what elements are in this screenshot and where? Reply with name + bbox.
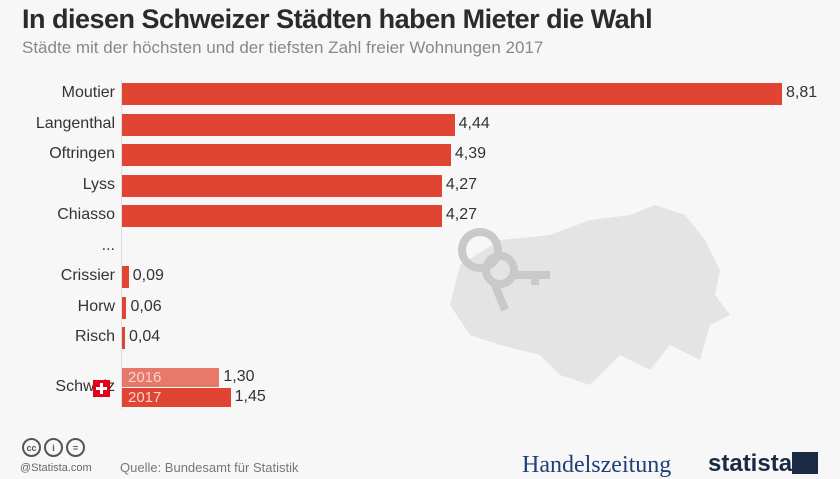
bar [122, 174, 442, 197]
category-label: Chiasso [57, 206, 115, 223]
statista-logo-icon [792, 452, 818, 474]
category-label: Moutier [61, 84, 115, 101]
bar [122, 83, 782, 105]
statista-logo: statista [708, 450, 793, 477]
bar [122, 266, 129, 288]
swiss-flag-icon [93, 380, 110, 397]
category-label: ... [101, 236, 115, 254]
year-label: 2016 [128, 369, 162, 386]
category-label: Oftringen [49, 145, 115, 162]
bar [122, 144, 451, 166]
value-label: 4,27 [445, 206, 478, 223]
keys-icon [458, 228, 550, 312]
bar [122, 327, 125, 349]
year-label: 2017 [128, 389, 162, 406]
category-label: Langenthal [35, 114, 115, 132]
value-label: 1,45 [234, 388, 266, 405]
nd-icon: = [66, 438, 85, 457]
category-label: Lyss [82, 175, 115, 193]
copyright: @Statista.com [20, 462, 92, 474]
cc-icon: cc [22, 438, 41, 457]
value-label: 0,04 [129, 328, 161, 345]
value-label: 0,06 [130, 297, 162, 315]
bar-2016: 2016 [122, 368, 220, 387]
value-label: 8,81 [786, 84, 818, 101]
category-label: Risch [74, 328, 115, 345]
value-label: 4,44 [458, 114, 490, 132]
category-label: Crissier [60, 267, 115, 284]
value-label: 4,27 [445, 175, 478, 193]
handelszeitung-logo: Handelszeitung [522, 452, 672, 478]
by-icon: i [44, 438, 63, 457]
creative-commons-icons: cc i = [22, 438, 85, 457]
bar-2017: 2017 [122, 388, 231, 407]
value-label: 1,30 [223, 368, 255, 385]
category-label: Horw [77, 297, 115, 315]
chart-subtitle: Städte mit der höchsten und der tiefsten… [22, 38, 544, 57]
value-label: 0,09 [132, 267, 164, 284]
value-label: 4,39 [454, 145, 487, 162]
switzerland-map-icon [450, 205, 730, 385]
bar [122, 205, 442, 227]
source: Quelle: Bundesamt für Statistik [120, 460, 299, 475]
chart-title: In diesen Schweizer Städten haben Mieter… [22, 4, 653, 34]
category-axis [121, 80, 122, 410]
bar [122, 113, 455, 136]
bar [122, 296, 127, 319]
